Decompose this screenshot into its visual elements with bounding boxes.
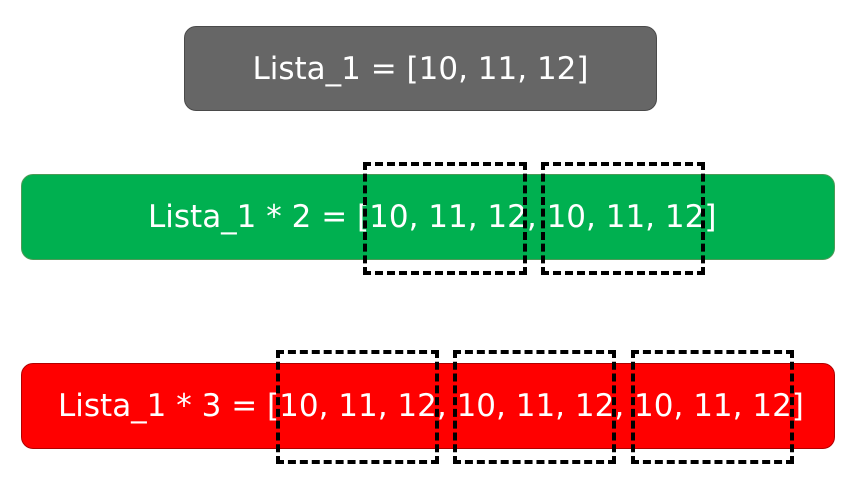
repetition-outline-3x-2 (453, 350, 616, 464)
list-times-two-box: Lista_1 * 2 = [10, 11, 12, 10, 11, 12] (21, 174, 835, 260)
repetition-outline-3x-3 (631, 350, 794, 464)
original-list-box: Lista_1 = [10, 11, 12] (184, 26, 657, 111)
list-times-three-label: Lista_1 * 3 = [10, 11, 12, 10, 11, 12, 1… (58, 388, 804, 424)
repetition-outline-2x-1 (363, 162, 527, 275)
list-times-two-label: Lista_1 * 2 = [10, 11, 12, 10, 11, 12] (148, 199, 717, 235)
repetition-outline-2x-2 (541, 162, 705, 275)
original-list-label: Lista_1 = [10, 11, 12] (252, 51, 589, 87)
repetition-outline-3x-1 (276, 350, 439, 464)
list-times-three-box: Lista_1 * 3 = [10, 11, 12, 10, 11, 12, 1… (21, 363, 835, 449)
